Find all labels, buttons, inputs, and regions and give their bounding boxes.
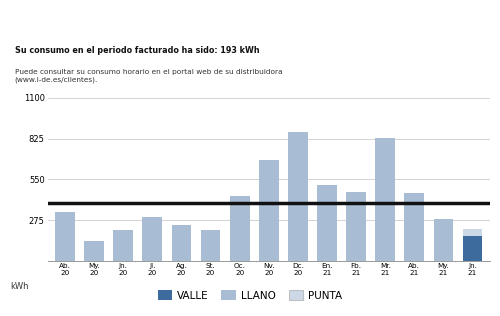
Bar [200,230,220,261]
Bar [142,217,162,261]
Bar [346,192,366,261]
Text: Su consumo en el periodo facturado ha sido: 193 kWh: Su consumo en el periodo facturado ha si… [15,46,260,55]
Bar [230,196,250,261]
Bar [317,185,337,261]
Bar [462,229,482,236]
Bar [376,138,395,261]
Bar [288,132,308,261]
Bar [462,236,482,261]
Bar [404,193,424,261]
Bar [55,212,75,261]
Text: INFORMACIÓN DEL CONSUMO ELÉCTRICO: INFORMACIÓN DEL CONSUMO ELÉCTRICO [64,15,436,30]
Legend: VALLE, LLANO, PUNTA: VALLE, LLANO, PUNTA [154,286,346,305]
Bar [172,225,192,261]
Bar [259,160,278,261]
Text: Puede consultar su consumo horario en el portal web de su distribuidora
(www.i-d: Puede consultar su consumo horario en el… [15,69,282,83]
Bar [434,219,454,261]
Text: kWh: kWh [10,282,29,291]
Bar [84,241,104,261]
Bar [114,230,133,261]
